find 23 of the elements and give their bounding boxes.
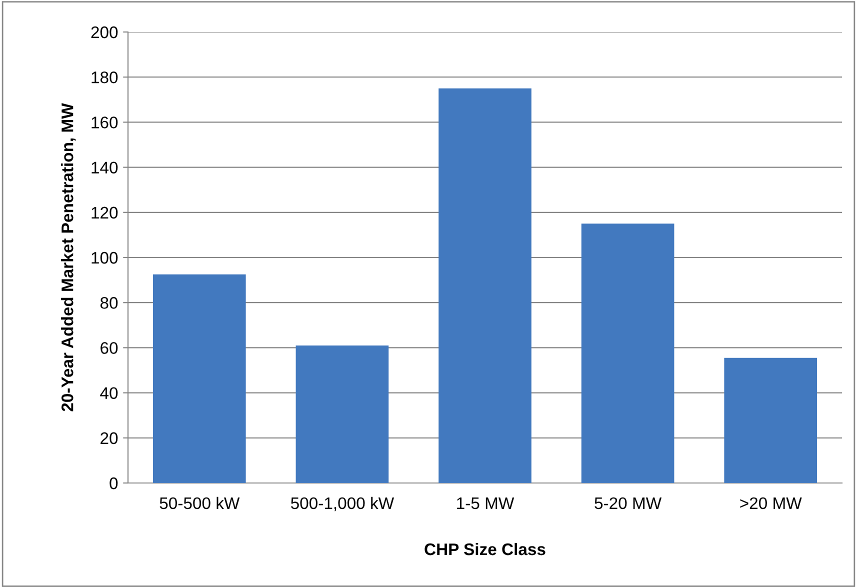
y-tick-label: 20 (100, 432, 118, 444)
x-tick-label: 5-20 MW (594, 497, 662, 510)
bar (152, 274, 246, 483)
y-tick-label: 60 (100, 342, 118, 354)
bar (581, 224, 674, 483)
x-axis-title: CHP Size Class (424, 542, 546, 556)
x-tick-label: >20 MW (740, 497, 802, 510)
y-tick-label: 180 (92, 72, 118, 84)
x-tick-label: 1-5 MW (457, 498, 514, 510)
bar (296, 345, 389, 483)
y-axis-title: 20-Year Added Market Penetration, MW (61, 103, 76, 412)
y-tick-label: 200 (91, 26, 118, 38)
bar (724, 358, 818, 483)
x-tick-label: 50-500 kW (160, 496, 240, 510)
y-tick-label: 80 (100, 297, 118, 309)
x-tick-label: 500-1,000 kW (290, 496, 394, 512)
bar (438, 88, 532, 483)
y-tick-label: 140 (92, 162, 118, 174)
y-tick-label: 120 (92, 206, 118, 219)
y-tick-label: 40 (100, 387, 118, 400)
y-tick-label: 100 (92, 252, 118, 264)
y-tick-label: 0 (110, 477, 118, 490)
y-tick-label: 160 (92, 116, 118, 128)
